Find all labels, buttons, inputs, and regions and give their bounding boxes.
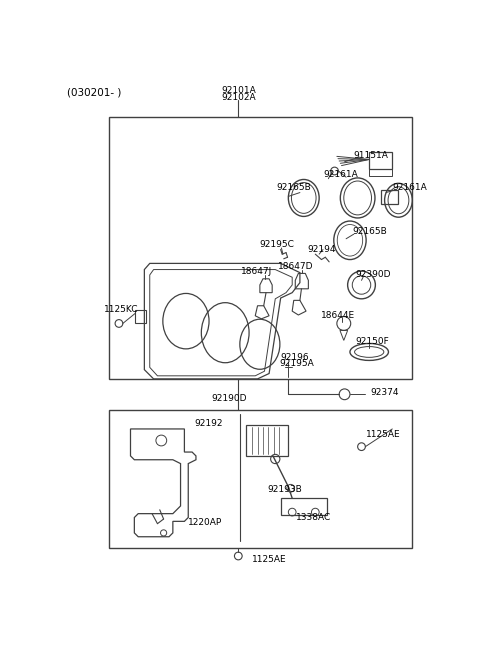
Text: (030201- ): (030201- ) [67,88,122,98]
Bar [246,425,288,456]
Bar [369,152,392,169]
Text: 92165B: 92165B [352,227,387,236]
Text: 92192: 92192 [194,419,223,428]
Text: 92196: 92196 [281,353,309,362]
Text: 92390D: 92390D [355,271,391,280]
Text: 91151A: 91151A [354,151,389,160]
Text: 92161A: 92161A [392,183,427,193]
Text: 92374: 92374 [371,388,399,398]
Text: 92190D: 92190D [211,394,247,403]
Bar [109,409,412,548]
Text: 1220AP: 1220AP [188,517,223,527]
Text: 1125KC: 1125KC [104,305,139,314]
Bar [109,117,412,379]
Bar [381,190,398,204]
Text: 92101A: 92101A [221,86,256,95]
Bar [369,169,392,176]
Text: 92193B: 92193B [267,485,302,495]
Text: 92165B: 92165B [277,183,312,193]
Bar [281,498,327,515]
Text: 18647D: 18647D [278,262,314,271]
Text: 1125AE: 1125AE [252,555,287,565]
Text: 92195A: 92195A [279,359,314,368]
Text: 18647J: 18647J [240,267,272,276]
Text: 92161A: 92161A [323,170,358,179]
Text: 18644E: 18644E [321,311,355,320]
Text: 1125AE: 1125AE [366,430,401,439]
Text: 1338AC: 1338AC [296,513,331,522]
Bar [135,310,146,324]
Text: 92195C: 92195C [260,240,295,250]
Text: 92102A: 92102A [221,92,256,102]
Text: 92150F: 92150F [355,337,389,346]
Text: 92194: 92194 [308,245,336,254]
